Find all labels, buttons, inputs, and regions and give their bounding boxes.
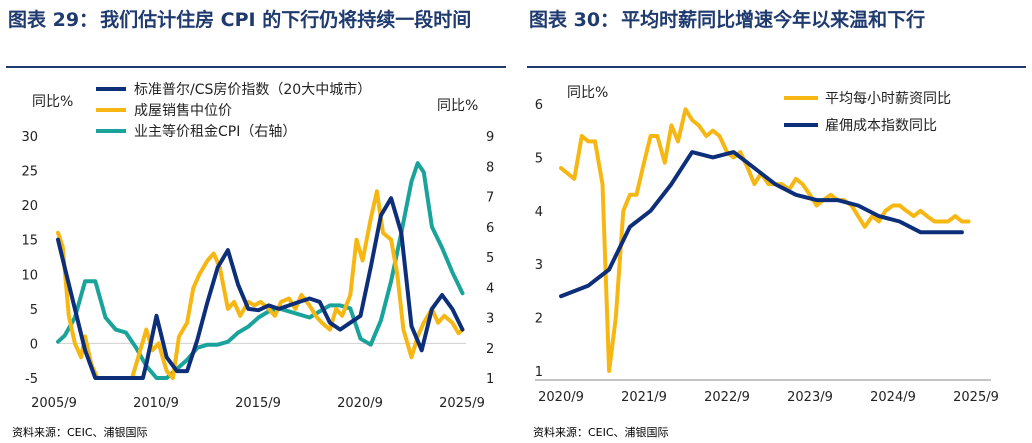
right-y-tick-label: 7 <box>486 191 494 206</box>
right-title-rule <box>527 66 1026 68</box>
right-y-tick-label: 9 <box>486 130 494 145</box>
legend-label-2: 成屋销售中位价 <box>134 103 232 119</box>
right-chart-y-tick-label: 4 <box>535 205 543 220</box>
left-axis-unit-label: 同比% <box>32 94 73 110</box>
right-chart-y-tick-label: 2 <box>535 312 543 327</box>
left-y-tick-label: 0 <box>30 337 38 352</box>
right-y-tick-label: 6 <box>486 221 494 236</box>
left-y-tick-label: 10 <box>21 268 38 283</box>
x-tick-label: 2015/9 <box>235 396 281 411</box>
left-y-tick-label: 15 <box>21 234 38 249</box>
right-figure-panel: 图表 30： 平均时薪同比增速今年以来温和下行 同比% 6 5 4 3 2 1 2020/9 20… <box>521 0 1032 443</box>
left-source-note: 资料来源：CEIC、浦银国际 <box>12 426 148 439</box>
right-chart: 同比% 6 5 4 3 2 1 2020/9 2021/9 2022/9 2023/9 2024/9 2… <box>535 85 999 405</box>
left-y-tick-label: 20 <box>21 199 38 214</box>
left-chart: 同比% 同比% 30 25 20 15 10 5 0 -5 9 8 7 6 5 4 3 2 1 2005/9 2010/… <box>21 81 494 411</box>
right-figure-title: 图表 30： 平均时薪同比增速今年以来温和下行 <box>529 6 1029 35</box>
left-y-tick-label: 25 <box>21 165 38 180</box>
left-figure-title-text: 我们估计住房 CPI 的下行仍将持续一段时间 <box>100 9 472 31</box>
left-figure-panel: 图表 29： 我们估计住房 CPI 的下行仍将持续一段时间 同比% 同比% 30 25 2… <box>0 0 512 443</box>
x-tick-label: 2025/9 <box>439 396 485 411</box>
right-axis-unit-label: 同比% <box>437 98 478 114</box>
right-figure-title-text: 平均时薪同比增速今年以来温和下行 <box>621 9 926 31</box>
right-y-tick-label: 3 <box>486 312 494 327</box>
series-line-1 <box>56 196 465 380</box>
right-chart-y-tick-label: 3 <box>535 258 543 273</box>
right-chart-y-tick-label: 5 <box>535 151 543 166</box>
left-y-tick-label: 30 <box>21 130 38 145</box>
right-source-note: 资料来源：CEIC、浦银国际 <box>533 426 669 439</box>
right-chart-x-tick-label: 2022/9 <box>704 390 750 405</box>
legend-label-1: 标准普尔/CS房价指数（20大中城市） <box>134 81 371 98</box>
left-figure-title: 图表 29： 我们估计住房 CPI 的下行仍将持续一段时间 <box>8 6 508 35</box>
series-line-3 <box>56 161 465 380</box>
left-y-tick-label: -5 <box>25 372 38 387</box>
right-figure-number: 图表 30： <box>529 9 620 31</box>
right-series-line-1 <box>559 107 971 373</box>
left-figure-number: 图表 29： <box>8 9 99 31</box>
right-chart-y-tick-label: 6 <box>535 98 543 113</box>
series-line-2 <box>56 189 465 380</box>
right-y-tick-label: 8 <box>486 160 494 175</box>
right-series-line-2 <box>559 150 964 299</box>
left-title-rule <box>6 66 506 68</box>
right-chart-y-unit-label: 同比% <box>567 85 608 101</box>
right-y-tick-label: 5 <box>486 251 494 266</box>
right-chart-x-tick-label: 2025/9 <box>953 390 999 405</box>
right-legend-label-2: 雇佣成本指数同比 <box>825 117 937 134</box>
right-y-tick-label: 1 <box>486 372 494 387</box>
right-chart-y-tick-label: 1 <box>535 365 543 380</box>
right-chart-x-tick-label: 2020/9 <box>538 390 584 405</box>
right-y-tick-label: 4 <box>486 281 494 296</box>
x-tick-label: 2005/9 <box>31 396 77 411</box>
right-chart-x-tick-label: 2024/9 <box>870 390 916 405</box>
right-y-tick-label: 2 <box>486 342 494 357</box>
legend-label-3: 业主等价租金CPI（右轴） <box>134 123 296 140</box>
left-y-tick-label: 5 <box>30 303 38 318</box>
x-tick-label: 2020/9 <box>337 396 383 411</box>
right-chart-x-tick-label: 2023/9 <box>787 390 833 405</box>
right-legend-label-1: 平均每小时薪资同比 <box>825 91 951 107</box>
right-chart-x-tick-label: 2021/9 <box>621 390 667 405</box>
x-tick-label: 2010/9 <box>133 396 179 411</box>
